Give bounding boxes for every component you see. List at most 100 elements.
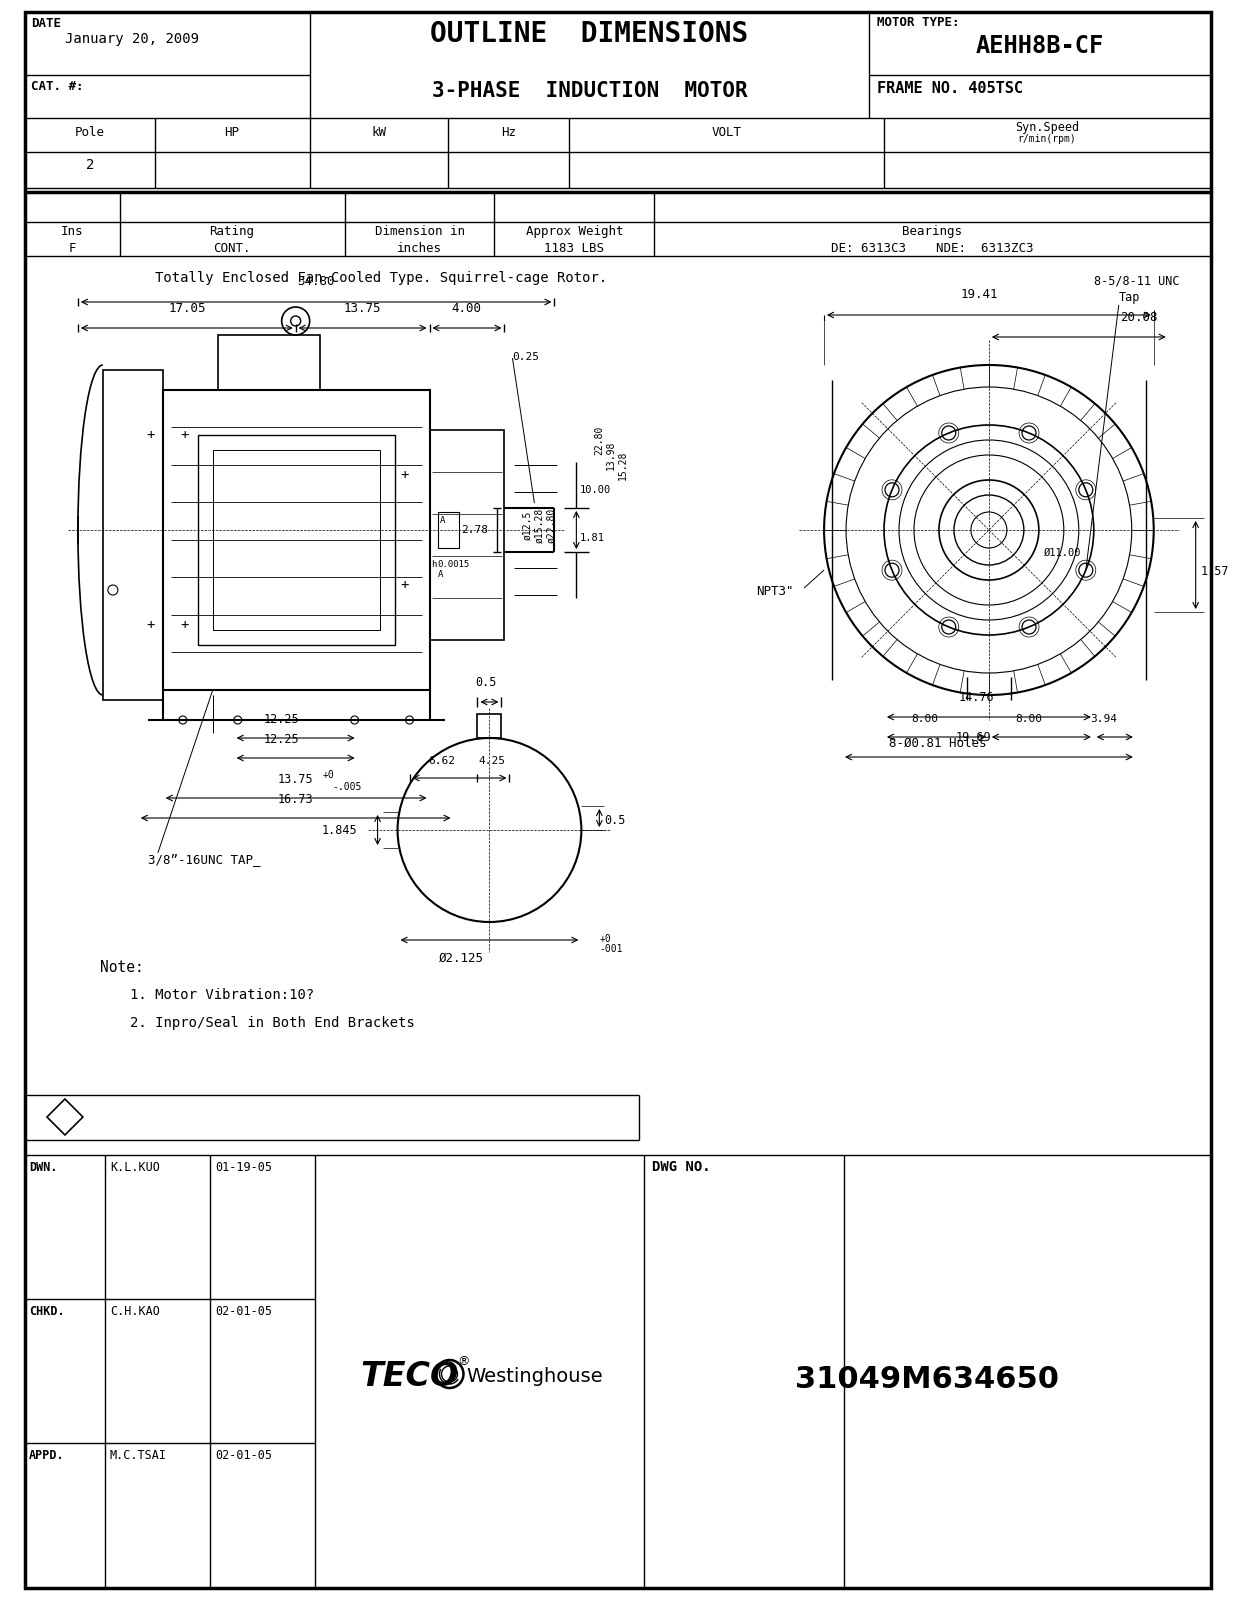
Text: 20.08: 20.08 bbox=[1119, 310, 1158, 323]
Text: 2. Inpro/Seal in Both End Brackets: 2. Inpro/Seal in Both End Brackets bbox=[130, 1016, 414, 1030]
Text: DATE: DATE bbox=[31, 18, 61, 30]
Text: 2: 2 bbox=[85, 158, 94, 171]
Text: 1. Motor Vibration:10?: 1. Motor Vibration:10? bbox=[130, 987, 314, 1002]
Text: AEHH8B-CF: AEHH8B-CF bbox=[976, 34, 1103, 58]
Text: 19.41: 19.41 bbox=[960, 288, 998, 301]
Text: 8-5/8-11 UNC: 8-5/8-11 UNC bbox=[1094, 275, 1179, 288]
Text: 4.25: 4.25 bbox=[477, 757, 505, 766]
Text: 02-01-05: 02-01-05 bbox=[215, 1450, 272, 1462]
Text: OUTLINE  DIMENSIONS: OUTLINE DIMENSIONS bbox=[430, 19, 748, 48]
Text: 8-Ø0.81 Holes: 8-Ø0.81 Holes bbox=[889, 738, 987, 750]
Text: 3/8”-16UNC TAP_: 3/8”-16UNC TAP_ bbox=[148, 853, 260, 866]
Text: +: + bbox=[401, 578, 408, 592]
Text: 6.62: 6.62 bbox=[428, 757, 455, 766]
Bar bbox=[477, 714, 501, 738]
Text: DE: 6313C3    NDE:  6313ZC3: DE: 6313C3 NDE: 6313ZC3 bbox=[831, 242, 1033, 254]
Text: 8.00: 8.00 bbox=[912, 714, 939, 723]
Text: Ø11.00: Ø11.00 bbox=[1044, 547, 1081, 558]
Text: Approx Weight: Approx Weight bbox=[526, 226, 623, 238]
Text: Ø2.125: Ø2.125 bbox=[439, 952, 484, 965]
Text: HP: HP bbox=[224, 126, 239, 139]
Bar bbox=[198, 435, 395, 645]
Text: 16.73: 16.73 bbox=[278, 794, 313, 806]
Text: CHKD.: CHKD. bbox=[28, 1306, 64, 1318]
Text: CONT.: CONT. bbox=[213, 242, 250, 254]
Bar bbox=[103, 370, 163, 701]
Text: 13.75: 13.75 bbox=[344, 302, 381, 315]
Text: F: F bbox=[68, 242, 75, 254]
Text: Dimension in: Dimension in bbox=[375, 226, 465, 238]
Text: TECO: TECO bbox=[360, 1360, 459, 1392]
Text: 10.00: 10.00 bbox=[579, 485, 611, 494]
Text: 22.80: 22.80 bbox=[594, 426, 605, 454]
Text: ®: ® bbox=[458, 1355, 470, 1368]
Text: 1.57: 1.57 bbox=[1201, 565, 1230, 578]
Text: Totally Enclosed Fan-Cooled Type. Squirrel-cage Rotor.: Totally Enclosed Fan-Cooled Type. Squirr… bbox=[155, 270, 607, 285]
Text: 17.05: 17.05 bbox=[168, 302, 205, 315]
Text: 1.845: 1.845 bbox=[322, 824, 357, 837]
Bar bbox=[218, 334, 319, 390]
Bar bbox=[429, 430, 505, 640]
Text: Rating: Rating bbox=[209, 226, 255, 238]
Text: +: + bbox=[181, 618, 189, 632]
Text: +: + bbox=[181, 427, 189, 442]
Text: DWG NO.: DWG NO. bbox=[652, 1160, 711, 1174]
Text: A: A bbox=[438, 570, 443, 579]
Text: 1183 LBS: 1183 LBS bbox=[544, 242, 605, 254]
Text: kW: kW bbox=[371, 126, 386, 139]
Bar bbox=[163, 390, 429, 690]
Text: 3.94: 3.94 bbox=[1090, 714, 1117, 723]
Text: Syn.Speed: Syn.Speed bbox=[1014, 122, 1079, 134]
Text: MOTOR TYPE:: MOTOR TYPE: bbox=[877, 16, 960, 29]
Text: 1.81: 1.81 bbox=[579, 533, 605, 542]
Bar bbox=[213, 450, 380, 630]
Text: CAT. #:: CAT. #: bbox=[31, 80, 83, 93]
Text: -001: -001 bbox=[600, 944, 623, 954]
Text: APPD.: APPD. bbox=[28, 1450, 64, 1462]
Text: +: + bbox=[147, 427, 155, 442]
Text: K.L.KUO: K.L.KUO bbox=[110, 1162, 160, 1174]
Text: C.H.KAO: C.H.KAO bbox=[110, 1306, 160, 1318]
Text: 14.76: 14.76 bbox=[959, 691, 995, 704]
Text: inches: inches bbox=[397, 242, 442, 254]
Text: Note:: Note: bbox=[100, 960, 143, 974]
Text: 2.78: 2.78 bbox=[461, 525, 487, 534]
Text: Bearings: Bearings bbox=[902, 226, 962, 238]
Text: 0.5: 0.5 bbox=[605, 814, 626, 827]
Text: 34.80: 34.80 bbox=[297, 275, 334, 288]
Text: Pole: Pole bbox=[75, 126, 105, 139]
Text: -.005: -.005 bbox=[333, 782, 362, 792]
Text: Westinghouse: Westinghouse bbox=[466, 1366, 602, 1386]
Text: +: + bbox=[147, 618, 155, 632]
Bar bbox=[438, 512, 459, 547]
Text: 19.69: 19.69 bbox=[956, 731, 992, 744]
Text: 31049M634650: 31049M634650 bbox=[795, 1365, 1059, 1394]
Text: 15.28: 15.28 bbox=[618, 450, 628, 480]
Text: 8.00: 8.00 bbox=[1016, 714, 1043, 723]
Text: 12.25: 12.25 bbox=[263, 714, 299, 726]
Text: Ins: Ins bbox=[61, 226, 83, 238]
Text: M.C.TSAI: M.C.TSAI bbox=[110, 1450, 167, 1462]
Text: 3-PHASE  INDUCTION  MOTOR: 3-PHASE INDUCTION MOTOR bbox=[432, 82, 747, 101]
Text: r/min(rpm): r/min(rpm) bbox=[1018, 134, 1076, 144]
Text: Hz: Hz bbox=[501, 126, 516, 139]
Text: FRAME NO. 405TSC: FRAME NO. 405TSC bbox=[877, 82, 1023, 96]
Text: A: A bbox=[439, 515, 445, 525]
Text: 0.5: 0.5 bbox=[475, 675, 496, 690]
Text: +: + bbox=[401, 467, 408, 482]
Text: 0.25: 0.25 bbox=[512, 352, 539, 362]
Text: VOLT: VOLT bbox=[711, 126, 741, 139]
Text: 4.00: 4.00 bbox=[452, 302, 481, 315]
Text: 0.0015: 0.0015 bbox=[438, 560, 470, 570]
Text: ø15.28: ø15.28 bbox=[534, 507, 544, 542]
Text: NPT3": NPT3" bbox=[756, 586, 794, 598]
Text: 01-19-05: 01-19-05 bbox=[215, 1162, 272, 1174]
Text: DWN.: DWN. bbox=[28, 1162, 57, 1174]
Text: h: h bbox=[432, 560, 437, 570]
Text: 13.75: 13.75 bbox=[278, 773, 313, 786]
Text: 02-01-05: 02-01-05 bbox=[215, 1306, 272, 1318]
Text: 12.25: 12.25 bbox=[263, 733, 299, 746]
Text: ø12.5: ø12.5 bbox=[522, 510, 532, 539]
Text: 13.98: 13.98 bbox=[606, 440, 616, 470]
Text: +0: +0 bbox=[600, 934, 611, 944]
